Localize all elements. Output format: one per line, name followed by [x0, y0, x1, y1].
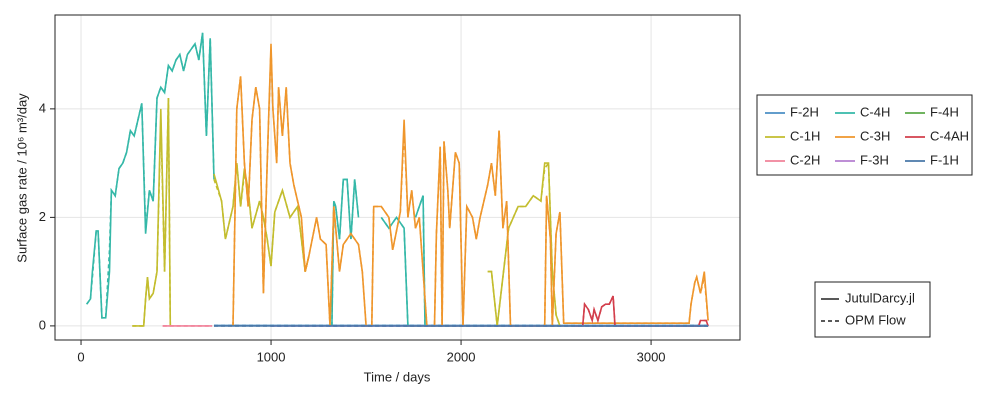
- style-legend-box: [814, 281, 931, 338]
- legend-label: F-2H: [790, 104, 819, 119]
- y-tick-label: 0: [39, 317, 46, 332]
- legend-label: C-4H: [860, 104, 890, 119]
- y-tick-label: 2: [39, 209, 46, 224]
- legend-label: F-1H: [930, 152, 959, 167]
- plot-frame: [54, 14, 741, 341]
- legend-label: C-1H: [790, 128, 820, 143]
- data-line: [575, 295, 709, 327]
- x-tick-label: 1000: [257, 349, 286, 364]
- data-line: [86, 32, 426, 326]
- x-tick-label: 0: [77, 349, 84, 364]
- legend-label: C-4AH: [930, 128, 969, 143]
- legend-label: C-2H: [790, 152, 820, 167]
- x-tick-label: 3000: [637, 349, 666, 364]
- legend-label: F-3H: [860, 152, 889, 167]
- x-axis-label: Time / days: [364, 369, 431, 384]
- legend-box: [756, 94, 973, 176]
- style-legend-label: JutulDarcy.jl: [845, 290, 915, 305]
- y-tick-label: 4: [39, 100, 46, 115]
- data-line: [86, 32, 426, 326]
- x-tick-label: 2000: [447, 349, 476, 364]
- y-axis-label: Surface gas rate / 10⁶ m³/day: [14, 93, 29, 263]
- style-legend-label: OPM Flow: [845, 312, 906, 327]
- legend-label: F-4H: [930, 104, 959, 119]
- legend-label: C-3H: [860, 128, 890, 143]
